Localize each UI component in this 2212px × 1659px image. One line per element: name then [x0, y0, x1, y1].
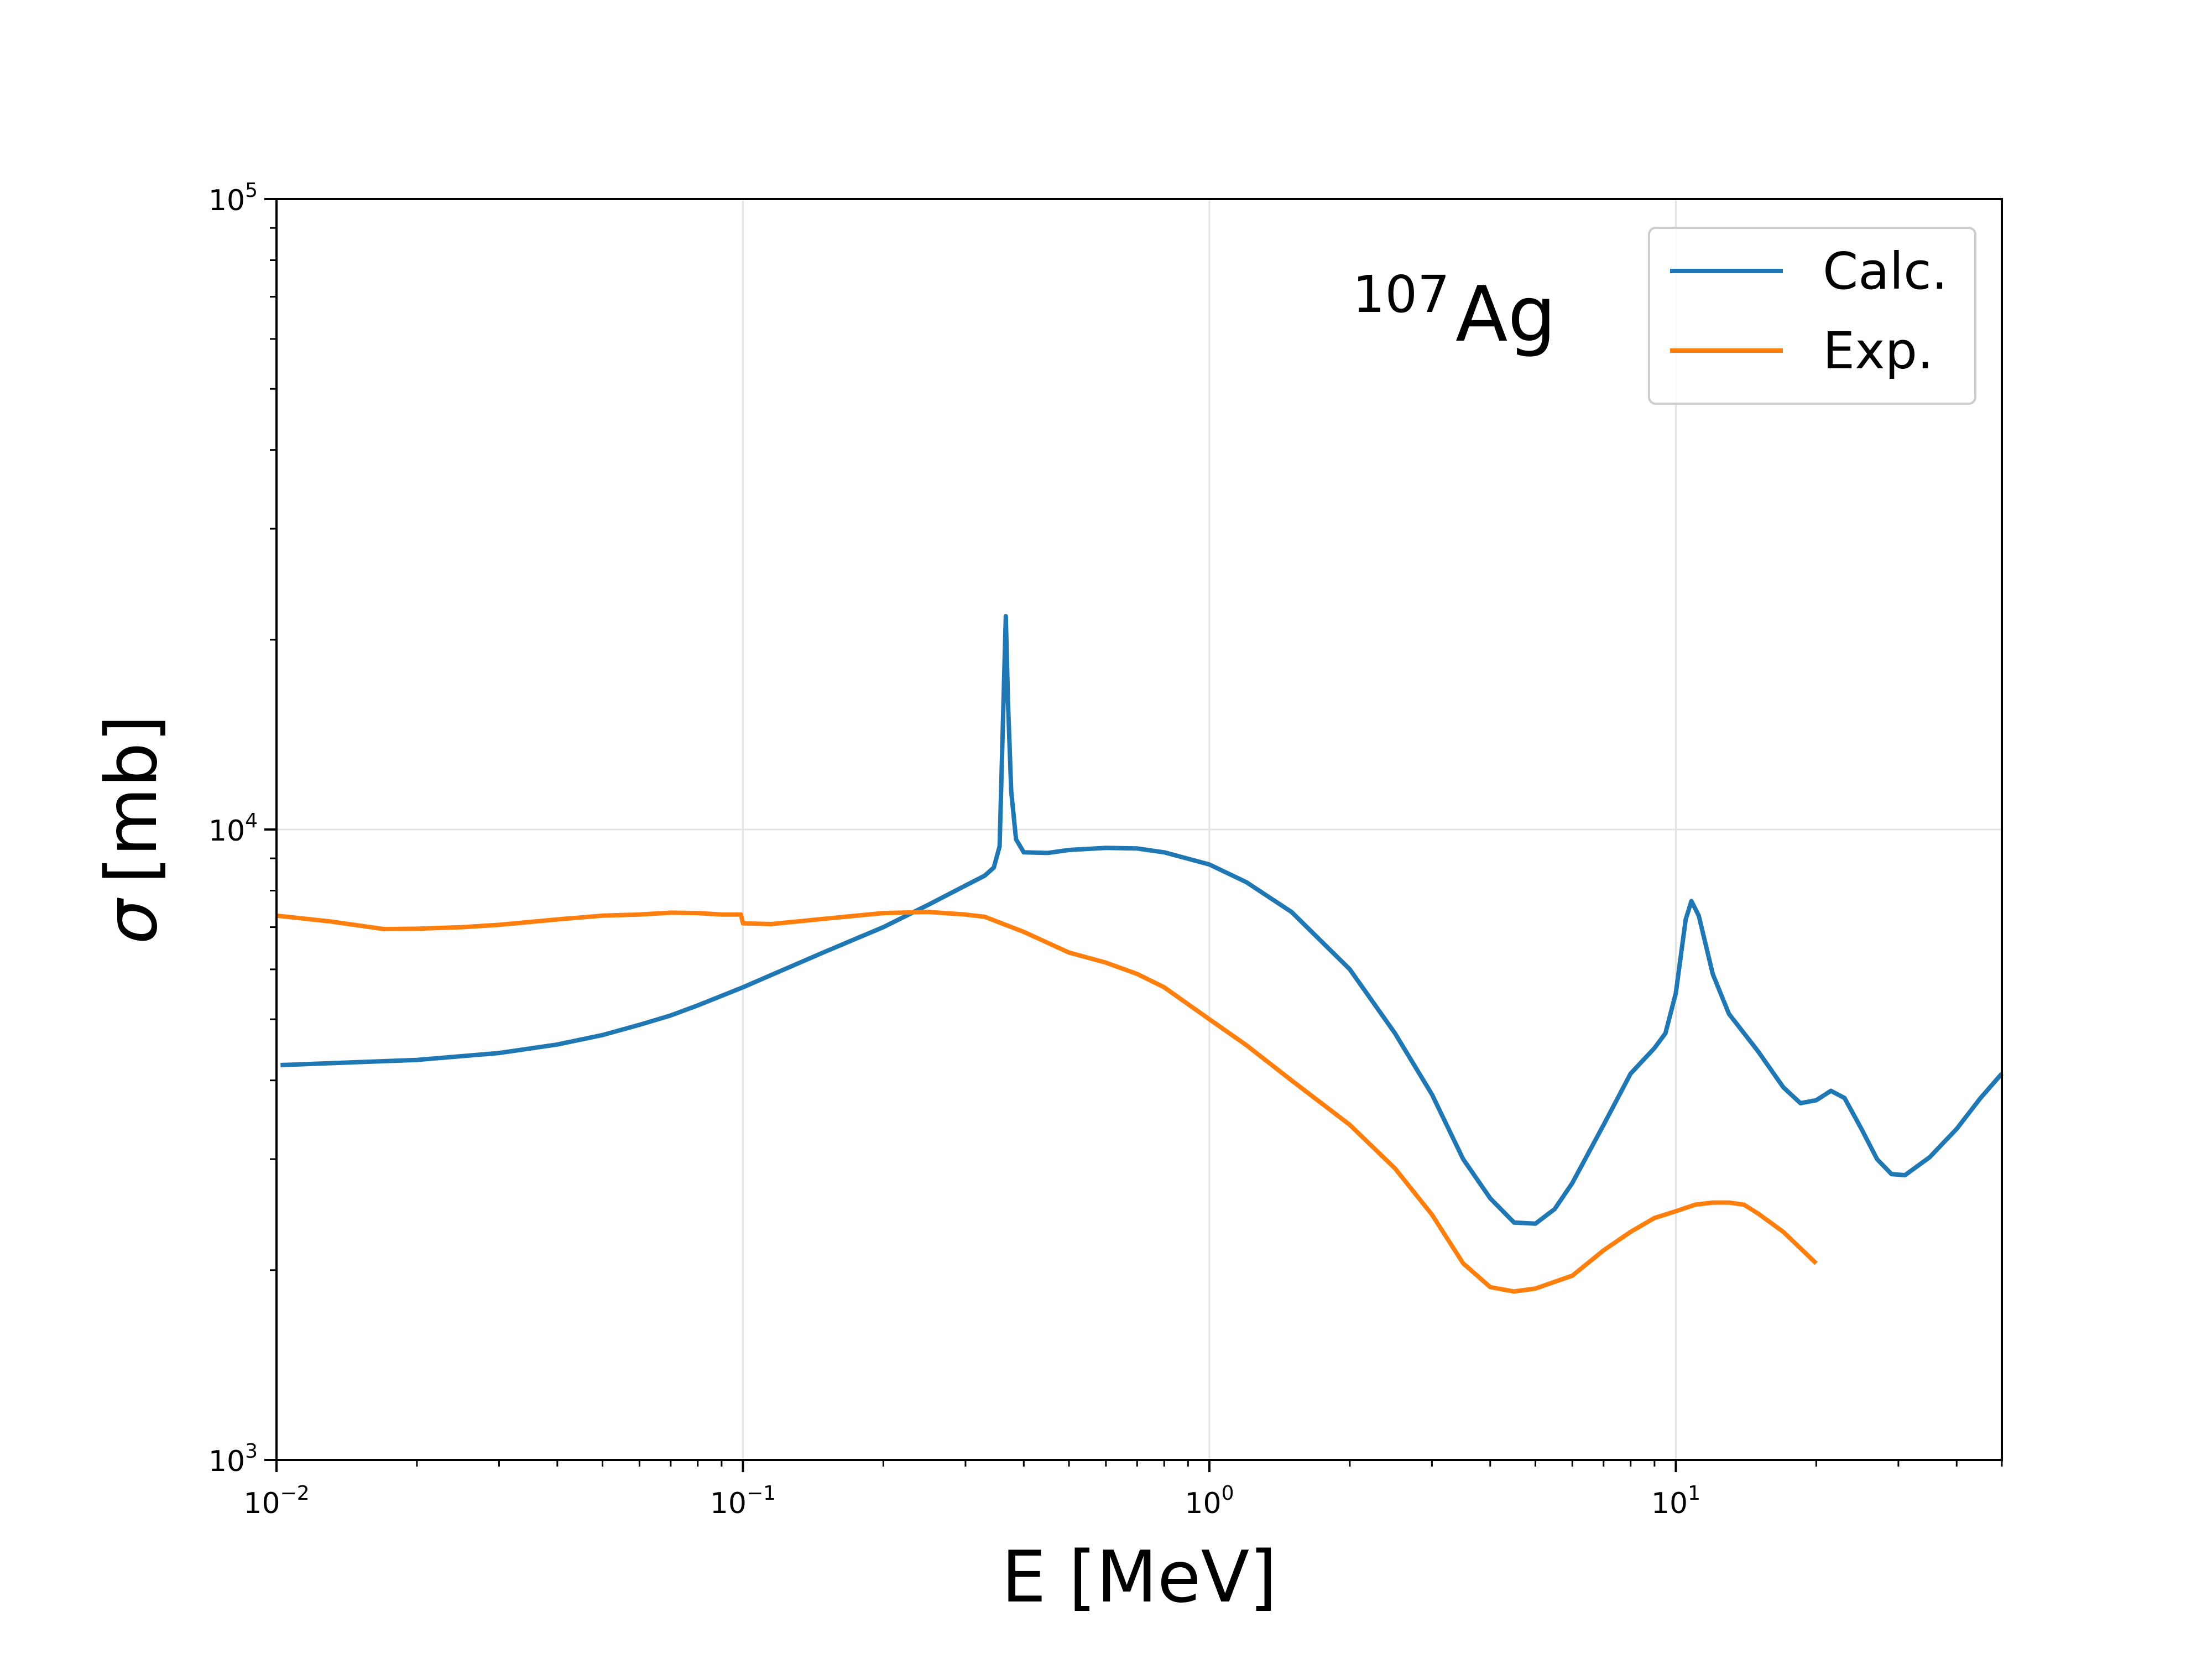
x-tick-label: 10−2 — [243, 1482, 309, 1520]
legend-label-calc: Calc. — [1823, 242, 1948, 301]
annotation-superscript: 107 — [1353, 265, 1450, 324]
grid-lines — [276, 199, 2002, 1460]
series-lines — [276, 614, 2004, 1294]
axis-ticks: 10−2 10−1 100 101 103 104 105 — [208, 179, 2003, 1520]
y-tick-label: 103 — [208, 1440, 258, 1478]
series-line-exp — [276, 910, 1818, 1294]
y-axis-title: σ [mb] — [91, 715, 173, 945]
x-tick-label: 101 — [1651, 1482, 1700, 1520]
y-tick-label: 104 — [208, 810, 258, 848]
annotation-label: Ag — [1455, 270, 1556, 359]
x-tick-label: 10−1 — [710, 1482, 776, 1520]
x-axis-title: E [MeV] — [1001, 1536, 1277, 1619]
isotope-annotation: 107 Ag — [1353, 265, 1556, 359]
x-axis-label: E [MeV] — [1001, 1536, 1277, 1619]
y-axis-label: [mb] — [91, 715, 173, 884]
legend: Calc. Exp. — [1648, 227, 1976, 405]
x-tick-label: 100 — [1185, 1482, 1234, 1520]
legend-label-exp: Exp. — [1823, 321, 1933, 380]
svg-text:σ[mb]: σ [mb] — [91, 715, 173, 945]
series-line-calc — [280, 614, 2004, 1226]
y-axis-symbol: σ — [91, 897, 173, 944]
y-tick-label: 105 — [208, 179, 258, 217]
